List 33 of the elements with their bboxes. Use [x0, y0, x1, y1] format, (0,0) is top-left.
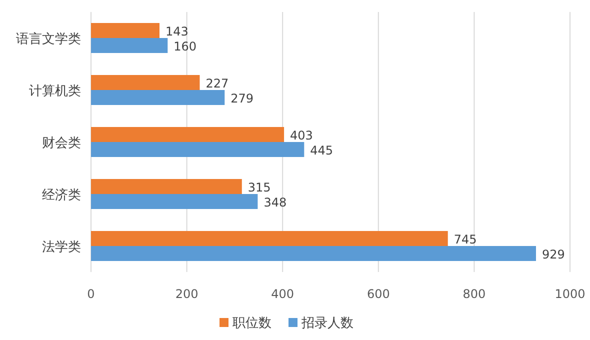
x-tick-label: 800	[462, 287, 486, 301]
x-tick-label: 600	[366, 287, 390, 301]
x-tick-label: 200	[175, 287, 198, 301]
x-tick-label: 1000	[554, 287, 586, 301]
y-tick-label: 法学类	[42, 240, 81, 255]
data-label: 160	[174, 40, 197, 54]
bar	[91, 179, 242, 194]
bar	[91, 127, 284, 142]
x-tick-label: 400	[271, 287, 294, 301]
data-label: 227	[206, 76, 229, 90]
bar	[91, 231, 448, 246]
x-tick-label: 0	[87, 287, 95, 301]
data-label: 745	[454, 232, 477, 246]
y-tick-label: 计算机类	[29, 84, 81, 99]
bar	[91, 38, 168, 53]
data-label: 445	[310, 144, 334, 158]
data-label: 348	[264, 196, 287, 210]
legend-label: 职位数	[232, 316, 272, 331]
bar	[91, 90, 225, 105]
y-tick-label: 语言文学类	[16, 31, 81, 47]
y-tick-label: 经济类	[42, 188, 81, 203]
data-label: 279	[230, 92, 254, 106]
bar	[91, 142, 304, 157]
data-label: 143	[165, 24, 188, 38]
bar	[91, 246, 536, 261]
bar	[91, 194, 258, 209]
bar	[91, 75, 200, 90]
y-tick-label: 财会类	[42, 136, 81, 151]
legend-label: 招录人数	[300, 316, 354, 331]
data-label: 315	[248, 180, 271, 194]
data-label: 403	[290, 128, 313, 142]
bar	[91, 23, 160, 38]
data-label: 929	[542, 248, 565, 262]
